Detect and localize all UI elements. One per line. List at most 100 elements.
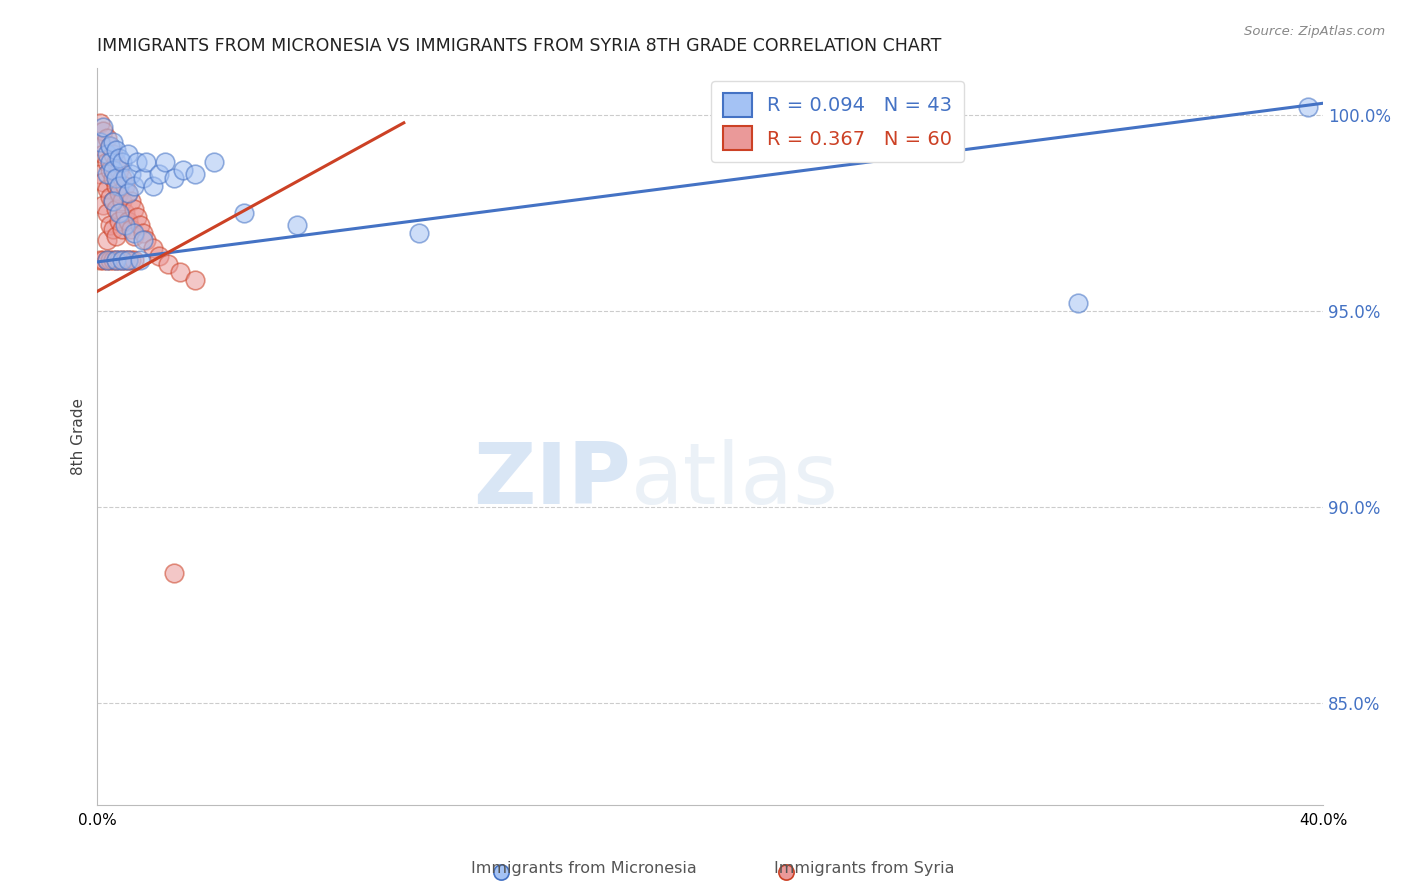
Point bbox=[96, 206, 118, 220]
Point bbox=[111, 194, 134, 209]
Y-axis label: 8th Grade: 8th Grade bbox=[72, 398, 86, 475]
Point bbox=[114, 252, 136, 267]
Point bbox=[132, 170, 155, 185]
Point bbox=[93, 123, 115, 137]
Point bbox=[104, 202, 127, 216]
Point bbox=[127, 155, 149, 169]
Point bbox=[98, 139, 121, 153]
Point bbox=[129, 252, 152, 267]
Point bbox=[104, 155, 127, 169]
Point bbox=[89, 116, 111, 130]
Point bbox=[98, 162, 121, 177]
Point bbox=[120, 167, 142, 181]
Point bbox=[408, 226, 430, 240]
Point bbox=[1296, 100, 1319, 114]
Point bbox=[148, 167, 170, 181]
Point bbox=[89, 139, 111, 153]
Point bbox=[101, 162, 124, 177]
Point bbox=[120, 252, 142, 267]
Point bbox=[172, 162, 194, 177]
Point bbox=[117, 252, 139, 267]
Point bbox=[114, 206, 136, 220]
Point bbox=[101, 147, 124, 161]
Text: 0.0%: 0.0% bbox=[77, 813, 117, 828]
Point bbox=[101, 170, 124, 185]
Point bbox=[107, 206, 129, 220]
Point bbox=[156, 257, 179, 271]
Point bbox=[107, 151, 129, 165]
Point bbox=[93, 198, 115, 212]
Point bbox=[96, 182, 118, 196]
Text: IMMIGRANTS FROM MICRONESIA VS IMMIGRANTS FROM SYRIA 8TH GRADE CORRELATION CHART: IMMIGRANTS FROM MICRONESIA VS IMMIGRANTS… bbox=[97, 37, 942, 55]
Point bbox=[111, 252, 134, 267]
Point bbox=[98, 252, 121, 267]
Point bbox=[163, 170, 186, 185]
Point bbox=[101, 136, 124, 150]
Point bbox=[89, 136, 111, 150]
Point bbox=[117, 186, 139, 201]
Point bbox=[122, 226, 145, 240]
Point bbox=[89, 252, 111, 267]
Point bbox=[104, 178, 127, 193]
Point bbox=[184, 272, 207, 286]
Point bbox=[89, 167, 111, 181]
Point bbox=[1067, 296, 1090, 310]
Point bbox=[96, 131, 118, 145]
Point bbox=[111, 155, 134, 169]
Point bbox=[98, 218, 121, 232]
Legend: R = 0.094   N = 43, R = 0.367   N = 60: R = 0.094 N = 43, R = 0.367 N = 60 bbox=[711, 81, 965, 161]
Point bbox=[135, 233, 157, 247]
Point bbox=[104, 252, 127, 267]
Point bbox=[96, 167, 118, 181]
Point bbox=[96, 252, 118, 267]
Point bbox=[107, 214, 129, 228]
Point bbox=[135, 155, 157, 169]
Point bbox=[93, 147, 115, 161]
Point bbox=[122, 202, 145, 216]
Point bbox=[93, 252, 115, 267]
Text: Source: ZipAtlas.com: Source: ZipAtlas.com bbox=[1244, 25, 1385, 38]
Point bbox=[107, 178, 129, 193]
Point bbox=[184, 167, 207, 181]
Point bbox=[107, 162, 129, 177]
Point bbox=[104, 143, 127, 157]
Point bbox=[101, 194, 124, 209]
Point bbox=[98, 155, 121, 169]
Point bbox=[107, 252, 129, 267]
Point bbox=[101, 221, 124, 235]
Point bbox=[129, 218, 152, 232]
Text: 40.0%: 40.0% bbox=[1299, 813, 1347, 828]
Point bbox=[117, 214, 139, 228]
Text: ZIP: ZIP bbox=[472, 439, 630, 522]
Point bbox=[202, 155, 225, 169]
Point bbox=[122, 229, 145, 244]
Point bbox=[122, 178, 145, 193]
Point bbox=[117, 252, 139, 267]
Point bbox=[114, 218, 136, 232]
Point bbox=[93, 175, 115, 189]
Point bbox=[93, 120, 115, 134]
Point bbox=[96, 252, 118, 267]
Point bbox=[98, 139, 121, 153]
Point bbox=[122, 252, 145, 267]
Point bbox=[120, 221, 142, 235]
Point bbox=[141, 178, 163, 193]
Point bbox=[169, 265, 191, 279]
Point bbox=[141, 241, 163, 255]
Point bbox=[775, 865, 797, 880]
Text: Immigrants from Micronesia: Immigrants from Micronesia bbox=[471, 861, 696, 876]
Point bbox=[96, 147, 118, 161]
Point bbox=[101, 194, 124, 209]
Point bbox=[148, 249, 170, 263]
Point bbox=[96, 155, 118, 169]
Point bbox=[117, 186, 139, 201]
Point bbox=[111, 170, 134, 185]
Point bbox=[114, 170, 136, 185]
Point bbox=[98, 190, 121, 204]
Point bbox=[120, 194, 142, 209]
Point bbox=[104, 170, 127, 185]
Point bbox=[111, 221, 134, 235]
Point bbox=[111, 252, 134, 267]
Point bbox=[101, 252, 124, 267]
Point bbox=[104, 229, 127, 244]
